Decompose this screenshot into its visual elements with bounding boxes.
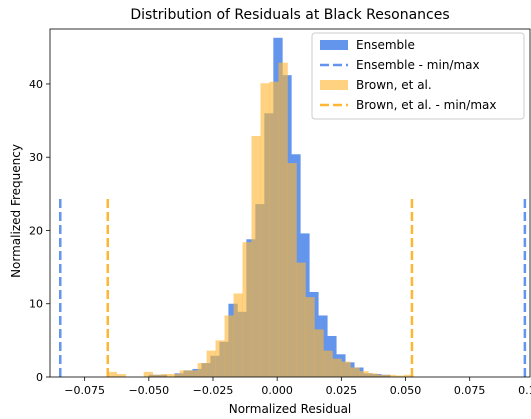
x-tick-label: 0.100: [518, 384, 531, 397]
brown-bar: [197, 363, 207, 377]
histogram-bars: [107, 37, 414, 378]
y-axis-label: Normalized Frequency: [9, 144, 23, 278]
x-tick-label: 0.075: [454, 384, 486, 397]
x-tick-label: −0.075: [64, 384, 105, 397]
legend-label: Ensemble: [356, 38, 415, 52]
brown-bar: [188, 370, 198, 377]
brown-bar: [350, 367, 360, 377]
brown-bar: [170, 374, 180, 377]
brown-bar: [260, 83, 270, 378]
legend: Ensemble Ensemble - min/max Brown, et al. B…: [311, 32, 525, 120]
brown-bar: [314, 329, 324, 377]
y-tick-label: 40: [29, 78, 43, 91]
brown-bar: [269, 81, 279, 377]
y-axis: 0 10 20 30 40: [29, 78, 50, 384]
brown-bar: [332, 358, 342, 377]
x-axis: −0.075 −0.050 −0.025 0.000 0.025 0.050 0.075 0.…: [64, 377, 531, 397]
brown-bar: [278, 62, 288, 377]
brown-bar: [296, 262, 306, 377]
y-tick-label: 30: [29, 151, 43, 164]
brown-bar: [116, 374, 127, 377]
legend-label: Brown, et al.: [356, 78, 432, 92]
brown-bar: [206, 350, 216, 377]
brown-bar: [143, 371, 154, 377]
legend-swatch: [320, 80, 348, 90]
brown-bar: [404, 374, 414, 377]
legend-label: Ensemble - min/max: [356, 58, 480, 72]
brown-bar: [341, 361, 351, 377]
legend-swatch: [320, 40, 348, 50]
legend-box: [311, 32, 525, 120]
x-tick-label: 0.050: [390, 384, 422, 397]
x-tick-label: −0.050: [128, 384, 169, 397]
brown-bar: [161, 374, 171, 377]
brown-bar: [224, 315, 234, 377]
brown-bar: [179, 370, 189, 377]
chart-title: Distribution of Residuals at Black Reson…: [130, 7, 449, 23]
y-tick-label: 20: [29, 224, 43, 237]
x-tick-label: 0.025: [326, 384, 358, 397]
brown-bar: [395, 375, 405, 377]
legend-label: Brown, et al. - min/max: [356, 98, 496, 112]
brown-bar: [251, 135, 261, 377]
y-tick-label: 0: [36, 371, 43, 384]
brown-bar: [152, 374, 162, 377]
brown-bar: [323, 350, 333, 377]
brown-bar: [368, 373, 378, 377]
y-tick-label: 10: [29, 298, 43, 311]
brown-bar: [305, 297, 315, 377]
brown-bar: [215, 340, 225, 377]
brown-bar: [107, 371, 118, 377]
x-axis-label: Normalized Residual: [229, 402, 352, 416]
brown-bar: [359, 371, 369, 377]
brown-bar: [386, 374, 396, 377]
brown-bar: [287, 163, 297, 377]
minmax-lines: [59, 198, 527, 377]
plot-frame: [49, 28, 531, 378]
brown-bar: [242, 242, 252, 377]
brown-bar: [233, 293, 243, 377]
x-tick-label: −0.025: [193, 384, 234, 397]
x-tick-label: 0.000: [261, 384, 293, 397]
brown-bar: [377, 374, 387, 377]
